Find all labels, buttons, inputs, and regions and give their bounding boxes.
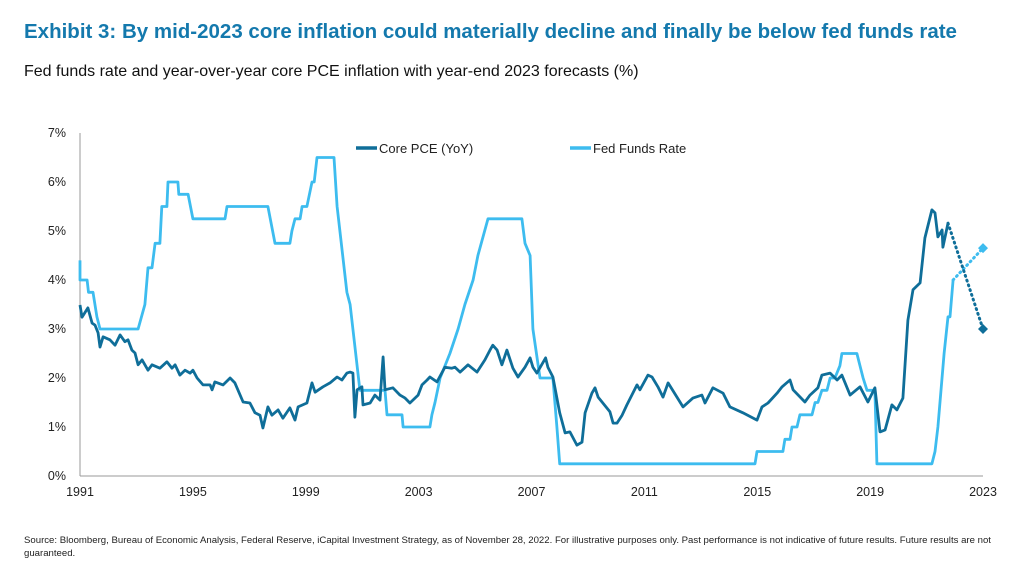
x-tick-label: 2007 — [518, 485, 546, 499]
exhibit-title: Exhibit 3: By mid-2023 core inflation co… — [24, 20, 957, 43]
y-tick-label: 7% — [48, 126, 66, 140]
x-tick-label: 1991 — [66, 485, 94, 499]
fed-funds-forecast-marker — [978, 243, 988, 254]
x-tick-label: 2003 — [405, 485, 433, 499]
x-tick-label: 1995 — [179, 485, 207, 499]
y-tick-label: 5% — [48, 224, 66, 238]
legend: Core PCE (YoY) Fed Funds Rate — [356, 141, 686, 156]
fed-funds-forecast-line — [951, 246, 985, 282]
core-pce-forecast-line — [946, 221, 985, 331]
series-lines — [78, 156, 988, 466]
x-tick-label: 1999 — [292, 485, 320, 499]
axes: 0% 1% 2% 3% 4% 5% 6% 7% 1991 1995 1999 2003 2007 2011… — [48, 126, 997, 499]
y-tick-label: 3% — [48, 322, 66, 336]
core-pce-line — [78, 208, 950, 447]
x-tick-label: 2019 — [856, 485, 884, 499]
core-pce-forecast-marker — [978, 324, 988, 334]
x-tick-label: 2015 — [743, 485, 771, 499]
x-tick-label: 2023 — [969, 485, 997, 499]
source-note: Source: Bloomberg, Bureau of Economic An… — [24, 535, 991, 559]
y-tick-label: 1% — [48, 420, 66, 434]
chart-subtitle: Fed funds rate and year-over-year core P… — [24, 63, 639, 80]
x-tick-label: 2011 — [631, 485, 658, 499]
legend-label-fed-funds: Fed Funds Rate — [593, 141, 686, 156]
legend-label-core-pce: Core PCE (YoY) — [379, 141, 473, 156]
y-tick-label: 6% — [48, 175, 66, 189]
fed-funds-line — [78, 156, 955, 466]
y-tick-label: 0% — [48, 469, 66, 483]
y-tick-label: 2% — [48, 371, 66, 385]
y-tick-label: 4% — [48, 273, 66, 287]
